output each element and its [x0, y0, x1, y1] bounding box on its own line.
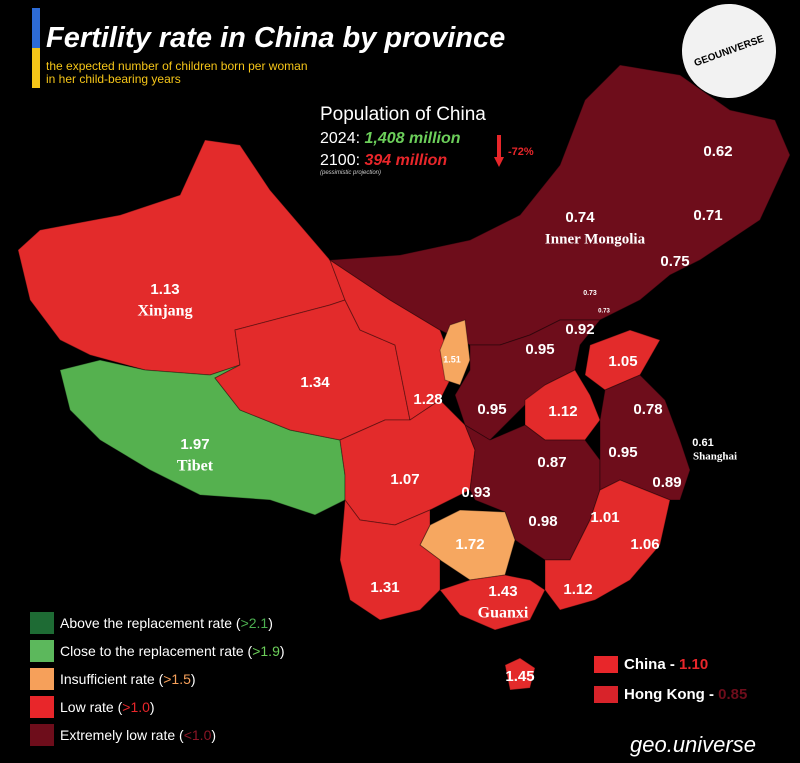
rate-label: 1.12 [548, 403, 577, 420]
rate-label: 0.73 [583, 290, 597, 297]
legend-item: Low rate >1.0 [30, 696, 155, 718]
province [339, 498, 441, 621]
legend-label: Low rate [60, 699, 114, 715]
population-row: 2100: 394 million [320, 152, 486, 170]
down-arrow [494, 135, 504, 167]
province-name: Xinjang [137, 303, 192, 320]
legend-threshold: >1.9 [248, 643, 285, 659]
rate-label: 1.12 [563, 581, 592, 598]
rate-label: 0.93 [461, 484, 490, 501]
country-name: Hong Kong - [624, 686, 714, 703]
accent-bar [32, 48, 40, 88]
rate-label: 1.28 [413, 391, 442, 408]
rate-label: 1.05 [608, 353, 637, 370]
rate-label: 1.43 [488, 583, 517, 600]
rate-label: 1.06 [630, 536, 659, 553]
national-item: Hong Kong - 0.85 [594, 686, 747, 703]
rate-label: 0.71 [693, 207, 722, 224]
legend-swatch [30, 696, 54, 718]
rate-label: 0.61 [692, 437, 713, 449]
country-rate: 1.10 [679, 656, 709, 673]
province-name: Tibet [177, 458, 214, 475]
province-name: Shanghai [693, 451, 737, 463]
population-row: 2024: 1,408 million [320, 130, 486, 148]
rate-label: 0.87 [537, 454, 566, 471]
rate-label: 1.45 [505, 668, 534, 685]
year: 2024: [320, 130, 361, 147]
rate-label: 1.97 [180, 436, 209, 453]
national-item: China - 1.10 [594, 656, 708, 673]
rate-label: 1.34 [300, 374, 330, 391]
rate-label: 0.95 [608, 444, 637, 461]
rate-label: 1.07 [390, 471, 419, 488]
footer: geo.universe [630, 732, 756, 757]
rate-label: 0.92 [565, 321, 594, 338]
legend-swatch [30, 724, 54, 746]
rate-label: 1.13 [150, 281, 179, 298]
legend-label: Insufficient rate [60, 671, 155, 687]
legend-swatch [30, 640, 54, 662]
rate-label: 0.95 [525, 341, 554, 358]
legend-swatch [30, 612, 54, 634]
note: (pessimistic projection) [320, 170, 382, 176]
rate-label: 1.01 [590, 509, 619, 526]
province [504, 657, 536, 691]
legend-threshold: >2.1 [236, 615, 273, 631]
rate-label: 1.72 [455, 536, 484, 553]
legend-label: Close to the replacement rate [60, 643, 244, 659]
legend-threshold: <1.0 [179, 727, 216, 743]
year: 2100: [320, 152, 361, 169]
province [439, 319, 471, 386]
legend-item: Close to the replacement rate >1.9 [30, 640, 285, 662]
province-name: Guanxi [478, 605, 529, 622]
flag [594, 656, 618, 673]
legend-threshold: >1.0 [118, 699, 155, 715]
rate-label: 0.74 [565, 209, 595, 226]
population-value: 394 million [364, 152, 448, 169]
legend-item: Above the replacement rate >2.1 [30, 612, 273, 634]
rate-label: 0.98 [528, 513, 557, 530]
population-title: Population of China [320, 104, 486, 125]
population-box: Population of China 2024: 1,408 million … [320, 104, 486, 176]
rate-label: 0.89 [652, 474, 681, 491]
rate-label: 0.75 [660, 253, 689, 270]
title: Fertility rate in China by province [46, 22, 506, 54]
legend-label: Extremely low rate [60, 727, 176, 743]
rate-label: 1.51 [443, 354, 461, 364]
rate-label: 0.95 [477, 401, 506, 418]
subtitle: the expected number of children born per… [46, 59, 308, 86]
province [544, 479, 671, 611]
legend-threshold: >1.5 [159, 671, 196, 687]
population-value: 1,408 million [364, 130, 461, 147]
rate-label: 1.31 [370, 579, 399, 596]
legend-item: Insufficient rate >1.5 [30, 668, 196, 690]
accent-bar [32, 8, 40, 48]
change: -72% [508, 146, 534, 158]
rate-label: 0.78 [633, 401, 662, 418]
legend-swatch [30, 668, 54, 690]
legend-label: Above the replacement rate [60, 615, 232, 631]
country-rate: 0.85 [718, 686, 748, 703]
country-name: China - [624, 656, 675, 673]
rate-label: 0.62 [703, 143, 732, 160]
rate-label: 0.73 [598, 309, 610, 315]
flag [594, 686, 618, 703]
legend-item: Extremely low rate <1.0 [30, 724, 216, 746]
province-name: Inner Mongolia [545, 231, 646, 247]
